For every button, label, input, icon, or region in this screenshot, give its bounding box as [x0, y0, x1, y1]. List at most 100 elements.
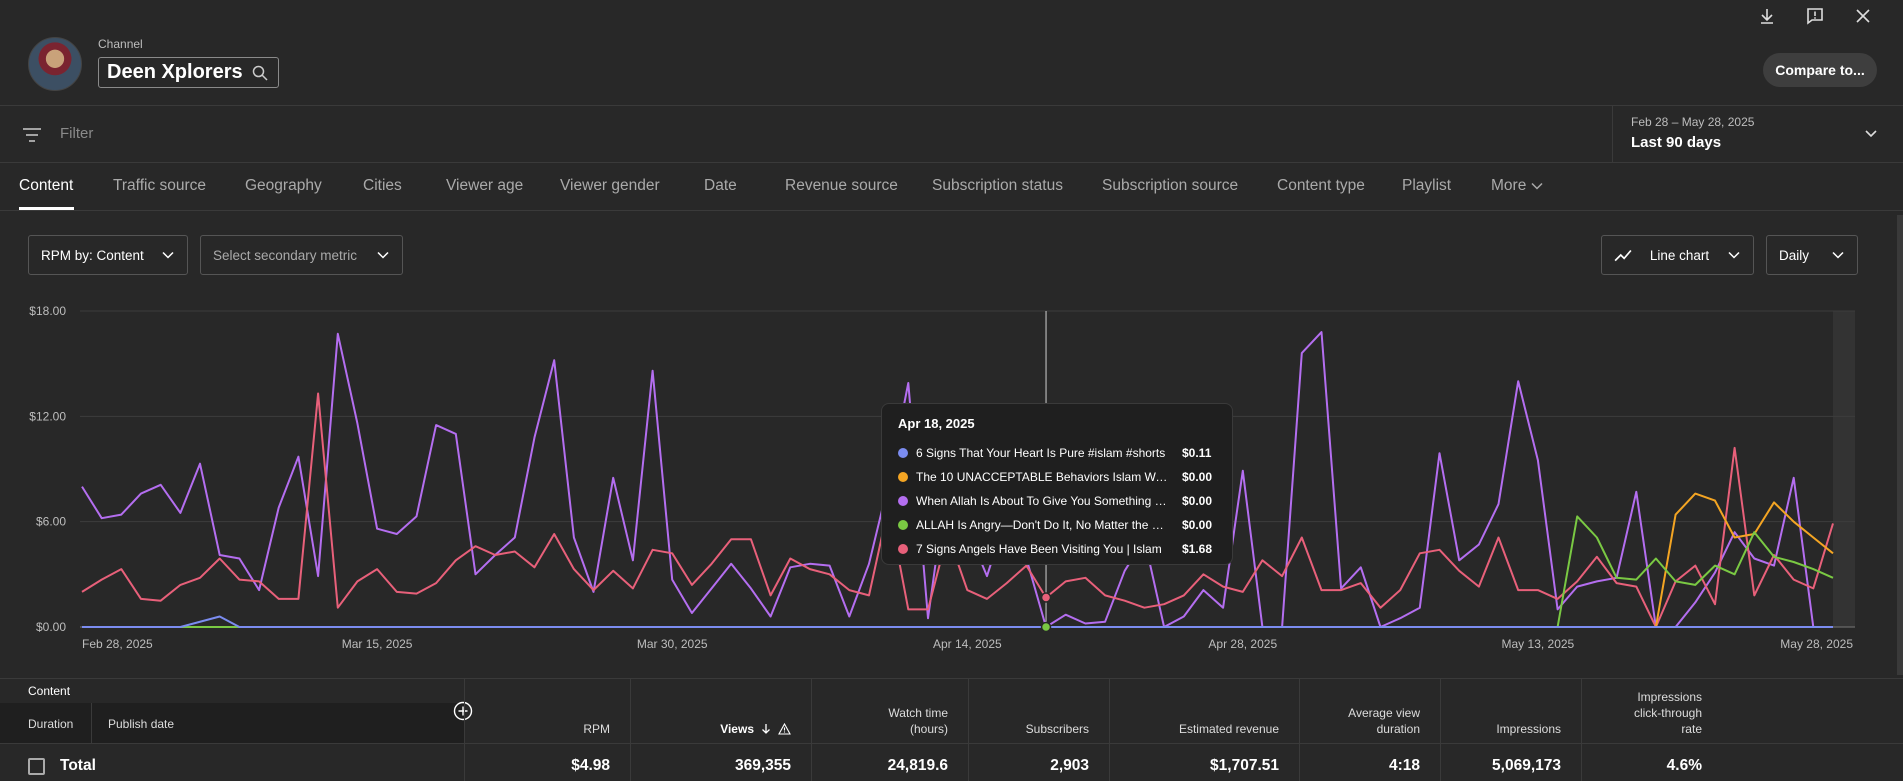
metric-dropdown[interactable]: RPM by: Content [28, 235, 188, 275]
tooltip-series-value: $0.00 [1182, 494, 1213, 508]
tab-more[interactable]: More [1491, 177, 1544, 195]
dimension-tabs: Content Traffic source Geography Cities … [0, 163, 1903, 211]
secondary-metric-dropdown[interactable]: Select secondary metric [200, 235, 403, 275]
total-value: 2,903 [1050, 757, 1089, 774]
chart-tooltip: Apr 18, 2025 6 Signs That Your Heart Is … [881, 403, 1233, 565]
channel-selector[interactable]: Deen Xplorers [98, 57, 279, 88]
duration-header[interactable]: Duration [28, 717, 74, 731]
sort-down-icon [762, 724, 770, 734]
channel-avatar [28, 37, 82, 91]
series-color-dot [898, 472, 908, 482]
tab-more-label: More [1491, 177, 1527, 194]
channel-name: Deen Xplorers [107, 61, 243, 83]
warning-icon [778, 723, 791, 735]
metric-column[interactable]: Impressions click-through rate 4.6% [1581, 679, 1722, 781]
column-header[interactable]: Subscribers [1025, 722, 1089, 736]
chevron-down-icon [1865, 130, 1877, 138]
channel-label: Channel [98, 37, 143, 51]
column-header[interactable]: Watch time (hours) [888, 706, 948, 736]
filter-bar: Filter Feb 28 – May 28, 2025 Last 90 day… [0, 105, 1903, 163]
column-header[interactable]: Average view duration [1348, 706, 1420, 736]
line-chart-icon [1614, 249, 1632, 262]
tooltip-row: 7 Signs Angels Have Been Visiting You | … [898, 537, 1216, 561]
active-tab-indicator [19, 207, 74, 210]
column-header[interactable]: Estimated revenue [1178, 722, 1279, 736]
metric-label: RPM by: Content [41, 247, 144, 263]
column-header[interactable]: RPM [583, 722, 610, 736]
download-icon[interactable] [1757, 6, 1777, 26]
tab-revenue-source[interactable]: Revenue source [785, 177, 898, 194]
data-table: Content Duration Publish date Total RPM $… [0, 678, 1903, 781]
tab-subscription-source[interactable]: Subscription source [1102, 177, 1239, 194]
metric-column[interactable]: Estimated revenue $1,707.51 [1109, 679, 1299, 781]
date-range-picker[interactable]: Feb 28 – May 28, 2025 Last 90 days [1612, 106, 1903, 162]
vertical-scrollbar[interactable] [1897, 215, 1903, 675]
x-tick-label: May 28, 2025 [1780, 637, 1853, 651]
interval-label: Daily [1779, 247, 1810, 263]
publish-date-header[interactable]: Publish date [108, 717, 175, 731]
chart-type-dropdown[interactable]: Line chart [1601, 235, 1754, 275]
total-value: $4.98 [571, 757, 610, 774]
chevron-down-icon [162, 251, 174, 259]
tab-date[interactable]: Date [704, 177, 737, 194]
add-column-icon[interactable] [453, 701, 473, 721]
tab-subscription-status[interactable]: Subscription status [932, 177, 1063, 194]
column-header[interactable]: Impressions click-through rate [1633, 690, 1702, 736]
tooltip-series-label: 7 Signs Angels Have Been Visiting You | … [916, 542, 1162, 556]
rpm-line-chart[interactable]: $18.00 $12.00 $6.00 $0.00 Feb 28, 2025 Mar 15… [0, 290, 1903, 660]
total-label: Total [60, 757, 96, 774]
hover-point [1040, 621, 1052, 633]
chevron-down-icon [1728, 251, 1740, 259]
total-value: $1,707.51 [1210, 757, 1279, 774]
date-range-text: Feb 28 – May 28, 2025 [1631, 115, 1755, 129]
header-divider [91, 703, 92, 743]
total-value: 369,355 [734, 757, 791, 774]
tab-traffic-source[interactable]: Traffic source [113, 177, 207, 194]
series-line [82, 515, 1834, 628]
compare-button[interactable]: Compare to... [1763, 53, 1877, 87]
tab-geography[interactable]: Geography [245, 177, 322, 194]
tab-viewer-age[interactable]: Viewer age [446, 177, 524, 194]
tab-viewer-gender[interactable]: Viewer gender [560, 177, 660, 194]
tooltip-series-label: When Allah Is About To Give You Somethin… [916, 494, 1170, 508]
metric-column[interactable]: Subscribers 2,903 [968, 679, 1109, 781]
series-color-dot [898, 496, 908, 506]
column-header[interactable]: Views [720, 721, 791, 737]
total-value: 4.6% [1666, 757, 1702, 774]
tooltip-series-label: The 10 UNACCEPTABLE Behaviors Islam War.… [916, 470, 1170, 484]
tab-cities[interactable]: Cities [363, 177, 402, 194]
filter-icon[interactable] [22, 127, 42, 143]
tooltip-row: When Allah Is About To Give You Somethin… [898, 489, 1216, 513]
y-tick-label: $0.00 [36, 620, 66, 634]
metric-column[interactable]: Watch time (hours) 24,819.6 [811, 679, 968, 781]
metric-column[interactable]: Views 369,355 [630, 679, 811, 781]
feedback-icon[interactable] [1805, 6, 1825, 26]
search-icon[interactable] [252, 65, 268, 81]
y-tick-label: $18.00 [29, 304, 66, 318]
series-color-dot [898, 544, 908, 554]
tooltip-row: The 10 UNACCEPTABLE Behaviors Islam War.… [898, 465, 1216, 489]
total-row-checkbox[interactable] [28, 758, 45, 775]
total-value: 4:18 [1388, 757, 1420, 774]
column-header[interactable]: Impressions [1496, 722, 1561, 736]
chart-end-band [1833, 311, 1855, 627]
metric-column[interactable]: Impressions 5,069,173 [1440, 679, 1581, 781]
column-header-label: Views [720, 722, 754, 736]
x-tick-label: Feb 28, 2025 [82, 637, 153, 651]
total-value: 5,069,173 [1492, 757, 1561, 774]
close-icon[interactable] [1853, 6, 1873, 26]
metric-column[interactable]: Average view duration 4:18 [1299, 679, 1440, 781]
secondary-metric-label: Select secondary metric [213, 247, 358, 263]
tab-content-type[interactable]: Content type [1277, 177, 1365, 194]
filter-input[interactable]: Filter [60, 125, 94, 142]
tab-content[interactable]: Content [19, 177, 74, 194]
tooltip-series-value: $0.00 [1182, 518, 1213, 532]
tooltip-series-label: 6 Signs That Your Heart Is Pure #islam #… [916, 446, 1166, 460]
x-tick-label: Apr 28, 2025 [1208, 637, 1277, 651]
metric-column[interactable]: RPM $4.98 [464, 679, 630, 781]
tooltip-series-value: $1.68 [1182, 542, 1213, 556]
chevron-down-icon [1531, 182, 1543, 190]
tab-playlist[interactable]: Playlist [1402, 177, 1452, 194]
interval-dropdown[interactable]: Daily [1766, 235, 1858, 275]
x-tick-label: Mar 30, 2025 [637, 637, 708, 651]
